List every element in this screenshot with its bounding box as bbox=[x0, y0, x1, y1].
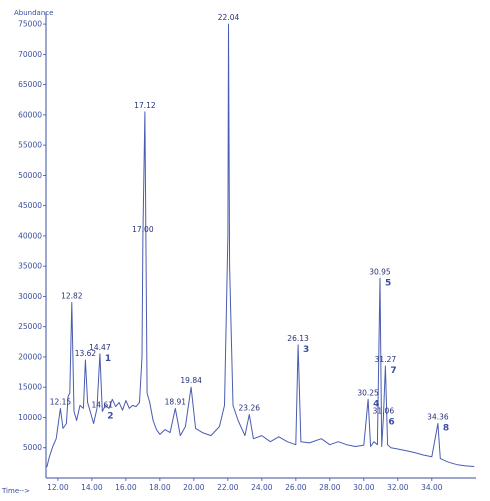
peak-time-label: 17.12 bbox=[134, 101, 156, 110]
peak-time-label: 22.04 bbox=[218, 13, 240, 22]
peak-time-label: 12.15 bbox=[50, 397, 72, 406]
x-tick-label: 18.00 bbox=[149, 483, 171, 492]
y-axis-label: Abundance bbox=[14, 9, 53, 17]
y-tick-label: 50000 bbox=[18, 171, 42, 180]
x-tick-label: 28.00 bbox=[319, 483, 341, 492]
peak-time-label: 14.61 bbox=[92, 400, 114, 409]
y-tick-label: 20000 bbox=[18, 352, 42, 361]
peak-time-label: 31.06 bbox=[373, 406, 395, 415]
x-tick-label: 16.00 bbox=[115, 483, 137, 492]
peak-time-label: 12.82 bbox=[61, 291, 83, 300]
peak-time-label: 13.62 bbox=[75, 349, 97, 358]
series-line bbox=[46, 23, 475, 468]
y-tick-label: 15000 bbox=[18, 383, 42, 392]
peak-time-label: 30.25 bbox=[357, 388, 379, 397]
y-tick-label: 45000 bbox=[18, 201, 42, 210]
y-tick-label: 55000 bbox=[18, 141, 42, 150]
tick-labels: 5000 10000 15000 20000 25000 30000 35000 40000 4… bbox=[18, 20, 443, 492]
y-tick-label: 35000 bbox=[18, 262, 42, 271]
x-tick-label: 24.00 bbox=[251, 483, 273, 492]
x-tick-label: 20.00 bbox=[183, 483, 205, 492]
peak-number-label: 7 bbox=[390, 366, 396, 376]
y-tick-label: 65000 bbox=[18, 80, 42, 89]
peak-time-label: 30.95 bbox=[369, 267, 391, 276]
peak-time-label: 26.13 bbox=[287, 334, 309, 343]
axes bbox=[43, 12, 476, 481]
x-tick-label: 34.00 bbox=[421, 483, 443, 492]
peak-time-label: 31.27 bbox=[375, 355, 397, 364]
peak-number-label: 2 bbox=[107, 411, 113, 421]
peak-number-label: 4 bbox=[373, 399, 379, 409]
y-tick-label: 40000 bbox=[18, 231, 42, 240]
peak-time-label: 14.47 bbox=[89, 343, 111, 352]
x-tick-label: 22.00 bbox=[217, 483, 239, 492]
peak-time-label: 19.84 bbox=[180, 376, 202, 385]
y-tick-label: 10000 bbox=[18, 413, 42, 422]
peak-number-label: 1 bbox=[105, 354, 111, 364]
peak-time-label: 34.36 bbox=[427, 413, 449, 422]
peak-number-label: 6 bbox=[388, 417, 394, 427]
y-tick-label: 60000 bbox=[18, 110, 42, 119]
x-tick-label: 30.00 bbox=[353, 483, 375, 492]
y-tick-label: 25000 bbox=[18, 322, 42, 331]
y-tick-label: 70000 bbox=[18, 50, 42, 59]
peak-number-label: 8 bbox=[443, 424, 449, 434]
x-tick-label: 26.00 bbox=[285, 483, 307, 492]
x-tick-label: 32.00 bbox=[387, 483, 409, 492]
y-tick-label: 75000 bbox=[18, 20, 42, 29]
x-axis-label: Time--> bbox=[1, 487, 30, 495]
peak-number-label: 3 bbox=[303, 345, 309, 355]
x-tick-label: 12.00 bbox=[47, 483, 69, 492]
peak-time-label: 23.26 bbox=[239, 403, 261, 412]
peak-time-label: 17.00 bbox=[132, 225, 154, 234]
x-tick-label: 14.00 bbox=[81, 483, 103, 492]
peak-number-label: 5 bbox=[385, 278, 391, 288]
y-tick-label: 5000 bbox=[23, 443, 42, 452]
y-tick-label: 30000 bbox=[18, 292, 42, 301]
peak-time-label: 18.91 bbox=[165, 397, 187, 406]
series-layer bbox=[46, 23, 475, 468]
